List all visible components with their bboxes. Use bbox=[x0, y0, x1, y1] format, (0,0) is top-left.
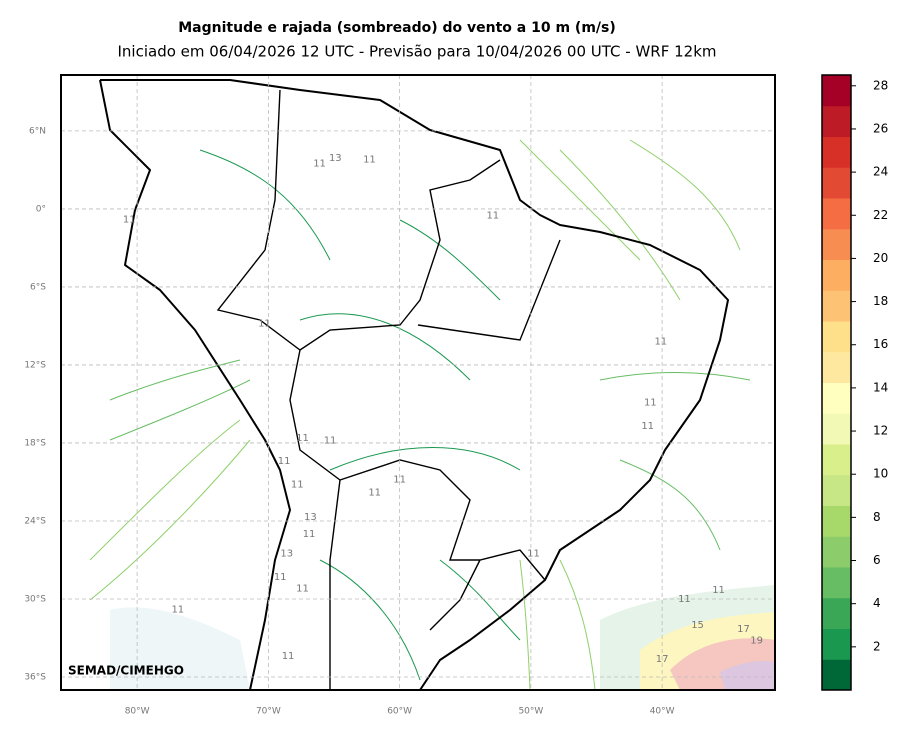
colorbar-tick-label: 2 bbox=[873, 639, 881, 653]
country-border bbox=[216, 89, 561, 690]
lat-label: 24°S bbox=[24, 516, 46, 526]
lat-label: 18°S bbox=[24, 438, 46, 448]
shading bbox=[720, 661, 775, 690]
colorbar-tick-label: 6 bbox=[873, 553, 881, 567]
colorbar-frame bbox=[821, 74, 852, 691]
streamlines bbox=[89, 139, 751, 690]
colorbar-segment bbox=[822, 228, 851, 260]
contour-label: 11 bbox=[282, 651, 295, 662]
colorbar-tick-label: 28 bbox=[873, 78, 888, 92]
subtitle: Iniciado em 06/04/2026 12 UTC - Previsão… bbox=[117, 43, 716, 61]
lat-label: 0° bbox=[36, 204, 46, 214]
contour-label: 11 bbox=[324, 435, 337, 446]
colorbar-tick-label: 20 bbox=[873, 251, 888, 265]
contour-label: 11 bbox=[123, 214, 136, 225]
contour-label: 11 bbox=[303, 529, 316, 540]
colorbar-tick-label: 18 bbox=[873, 294, 888, 308]
colorbar-segment bbox=[822, 628, 851, 660]
contour-label: 11 bbox=[644, 398, 657, 409]
lat-label: 6°S bbox=[30, 282, 46, 292]
contour-label: 11 bbox=[278, 456, 291, 467]
colorbar-segment bbox=[822, 136, 851, 168]
contour-label: 11 bbox=[171, 604, 184, 615]
colorbar-segment bbox=[822, 444, 851, 476]
lat-label: 30°S bbox=[24, 594, 46, 604]
credit: SEMAD/CIMEHGO bbox=[68, 664, 184, 678]
lon-label: 80°W bbox=[125, 707, 150, 717]
colorbar-segment bbox=[822, 259, 851, 291]
contour-label: 17 bbox=[737, 624, 750, 635]
colorbar-segment bbox=[822, 321, 851, 353]
contour-label: 17 bbox=[656, 654, 669, 665]
contour-label: 11 bbox=[363, 155, 376, 166]
lon-label: 70°W bbox=[256, 707, 281, 717]
colorbar-segment bbox=[822, 105, 851, 137]
coastline bbox=[99, 79, 729, 690]
colorbar-segment bbox=[822, 536, 851, 568]
colorbar-segment bbox=[822, 659, 851, 691]
title: Magnitude e rajada (sombreado) do vento … bbox=[178, 20, 616, 36]
lon-label: 50°W bbox=[518, 707, 543, 717]
contour-label: 11 bbox=[274, 572, 287, 583]
colorbar-tick-label: 10 bbox=[873, 467, 888, 481]
colorbar-tick-label: 22 bbox=[873, 208, 888, 222]
colorbar-segment bbox=[822, 567, 851, 599]
contour-label: 11 bbox=[654, 337, 667, 348]
colorbar-segment bbox=[822, 474, 851, 506]
colorbar-tick-label: 14 bbox=[873, 380, 888, 394]
colorbar-segment bbox=[822, 75, 851, 107]
contour-label: 11 bbox=[678, 594, 691, 605]
lat-label: 6°N bbox=[29, 126, 46, 136]
contour-label: 11 bbox=[486, 210, 499, 221]
contour-label: 11 bbox=[258, 318, 271, 329]
contour-label: 11 bbox=[368, 487, 381, 498]
contour-label: 11 bbox=[313, 158, 326, 169]
colorbar-segment bbox=[822, 198, 851, 230]
lat-label: 12°S bbox=[24, 360, 46, 370]
colorbar-segment bbox=[822, 413, 851, 445]
colorbar-tick-label: 4 bbox=[873, 596, 881, 610]
colorbar-tick-label: 12 bbox=[873, 424, 888, 438]
colorbar-tick-label: 16 bbox=[873, 337, 888, 351]
colorbar-segment bbox=[822, 597, 851, 629]
contour-label: 11 bbox=[393, 474, 406, 485]
contour-label: 11 bbox=[641, 421, 654, 432]
colorbar-segment bbox=[822, 505, 851, 537]
shading bbox=[110, 607, 250, 690]
contour-label: 13 bbox=[304, 512, 317, 523]
lon-label: 40°W bbox=[650, 707, 675, 717]
colorbar-segment bbox=[822, 167, 851, 199]
contour-label: 15 bbox=[691, 620, 704, 631]
contour-label: 11 bbox=[527, 548, 540, 559]
contour-label: 13 bbox=[280, 548, 293, 559]
contour-label: 19 bbox=[750, 636, 763, 647]
colorbar-segment bbox=[822, 351, 851, 383]
colorbar-tick-label: 24 bbox=[873, 165, 888, 179]
contour-label: 11 bbox=[712, 585, 725, 596]
map-shading bbox=[89, 79, 775, 690]
colorbar bbox=[822, 75, 851, 691]
contour-label: 11 bbox=[296, 584, 309, 595]
map-frame bbox=[60, 74, 776, 691]
lon-label: 60°W bbox=[387, 707, 412, 717]
colorbar-segment bbox=[822, 382, 851, 414]
colorbar-tick-label: 26 bbox=[873, 121, 888, 135]
lat-label: 36°S bbox=[24, 672, 46, 682]
colorbar-tick-label: 8 bbox=[873, 510, 881, 524]
contour-label: 11 bbox=[296, 433, 309, 444]
colorbar-segment bbox=[822, 290, 851, 322]
contour-label: 13 bbox=[329, 153, 342, 164]
contour-label: 11 bbox=[291, 480, 304, 491]
